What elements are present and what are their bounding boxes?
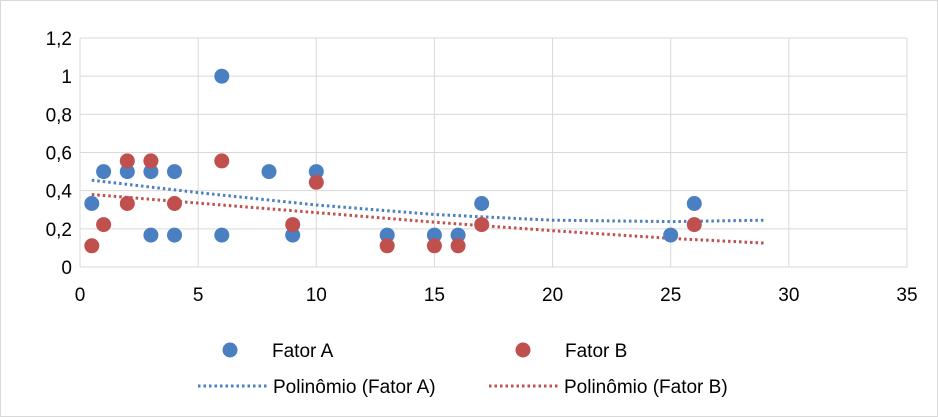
axis-tick-labels: 0 0,2 0,4 0,6 0,8 1 1,2 0 5 10 15 20 25 30 35	[46, 29, 918, 306]
data-point-fator-b	[308, 174, 324, 190]
legend-label-poly-b: Polinômio (Fator B)	[564, 377, 728, 398]
legend-marker-fator-b	[515, 342, 531, 358]
legend-marker-fator-a	[222, 342, 238, 358]
data-point-fator-a	[214, 68, 230, 84]
x-tick-label: 20	[542, 285, 563, 306]
data-point-fator-a	[167, 164, 182, 180]
x-tick-label: 15	[424, 285, 445, 306]
data-point-fator-a	[308, 164, 324, 180]
y-tick-label: 0,4	[46, 182, 73, 203]
data-point-fator-a	[261, 164, 277, 180]
y-tick-label: 0	[61, 258, 72, 279]
x-tick-label: 5	[193, 285, 204, 306]
data-point-fator-a	[167, 227, 182, 243]
data-point-fator-b	[214, 153, 230, 169]
x-tick-label: 0	[75, 285, 86, 306]
y-tick-label: 0,2	[46, 220, 72, 241]
x-tick-label: 10	[306, 285, 327, 306]
data-point-fator-b	[379, 238, 395, 254]
x-tick-label: 30	[778, 285, 799, 306]
y-tick-label: 0,6	[46, 144, 72, 165]
data-point-fator-a	[426, 227, 442, 243]
data-point-fator-b	[143, 153, 159, 169]
y-tick-label: 0,8	[46, 105, 72, 126]
data-point-fator-b	[119, 196, 135, 211]
data-point-fator-a	[285, 227, 301, 243]
data-point-fator-a	[474, 196, 490, 211]
data-point-fator-a	[84, 196, 100, 211]
data-point-fator-b	[426, 238, 442, 254]
gridlines	[79, 37, 908, 268]
data-point-fator-a	[143, 227, 159, 243]
data-point-fator-b	[96, 217, 112, 233]
legend-label-poly-a: Polinômio (Fator A)	[273, 377, 436, 398]
data-point-fator-a	[214, 227, 230, 243]
data-point-fator-b	[450, 238, 466, 254]
trendlines	[91, 178, 766, 245]
trendline-fator-a	[91, 178, 766, 224]
data-point-fator-a	[96, 164, 112, 180]
data-point-fator-b	[119, 153, 135, 169]
data-point-fator-a	[450, 227, 466, 243]
data-point-fator-a	[143, 164, 159, 180]
data-point-fator-a	[686, 196, 702, 211]
data-points	[84, 68, 702, 254]
y-tick-label: 1,2	[46, 29, 72, 50]
data-point-fator-b	[474, 217, 490, 233]
x-tick-label: 35	[896, 285, 917, 306]
data-point-fator-b	[285, 217, 301, 233]
legend: Fator A Fator B Polinômio (Fator A) Poli…	[198, 341, 728, 398]
data-point-fator-a	[119, 164, 135, 180]
data-point-fator-a	[663, 227, 679, 243]
x-tick-label: 25	[660, 285, 681, 306]
data-point-fator-b	[686, 217, 702, 233]
legend-label-fator-a: Fator A	[272, 341, 334, 362]
data-point-fator-a	[379, 227, 395, 243]
legend-label-fator-b: Fator B	[565, 341, 627, 362]
data-point-fator-b	[167, 196, 182, 211]
trendline-fator-b	[91, 193, 766, 245]
y-tick-label: 1	[61, 67, 72, 88]
data-point-fator-b	[84, 238, 100, 254]
